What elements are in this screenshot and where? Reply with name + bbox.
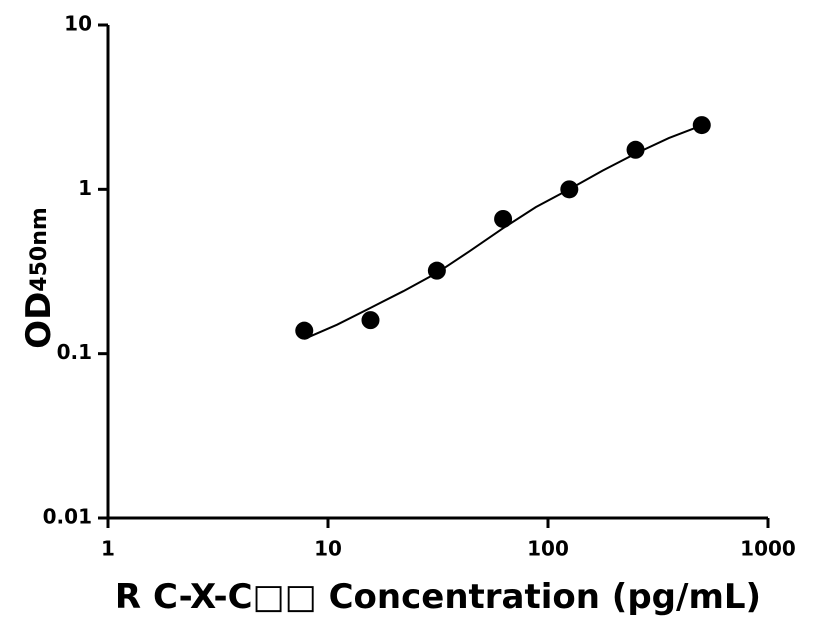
data-point: [560, 180, 579, 199]
data-point: [692, 116, 711, 135]
x-tick-label: 1000: [740, 537, 796, 561]
x-axis-label: R C-X-C□□ Concentration (pg/mL): [115, 577, 761, 617]
x-tick-label: 1: [101, 537, 115, 561]
data-point: [427, 261, 446, 280]
y-tick-label: 0.01: [43, 505, 92, 529]
y-tick-label: 0.1: [57, 340, 92, 364]
y-axis-label-sub: 450nm: [27, 207, 52, 292]
y-tick-label: 10: [64, 12, 92, 36]
data-point: [295, 321, 314, 340]
x-tick-label: 100: [527, 537, 569, 561]
y-axis-label-group: OD450nm: [19, 207, 59, 349]
data-point: [626, 140, 645, 159]
y-tick-label: 1: [78, 176, 92, 200]
data-point: [494, 209, 513, 228]
fit-curve: [303, 124, 703, 340]
y-axis-label-main: OD: [19, 292, 59, 349]
y-axis-label: OD450nm: [19, 207, 59, 349]
x-tick-label: 10: [314, 537, 342, 561]
data-point: [361, 311, 380, 330]
